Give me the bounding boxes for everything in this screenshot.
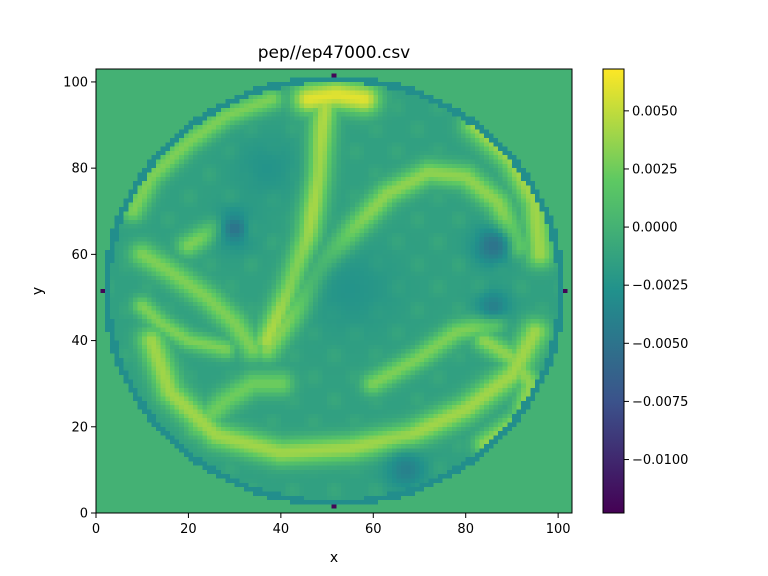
y-tick-label: 0	[80, 507, 88, 522]
colorbar	[602, 68, 625, 514]
x-axis-label: x	[330, 550, 338, 566]
colorbar-ticks: −0.0100 −0.0075 −0.0050 −0.0025 0.0000 0.0025…	[624, 104, 688, 468]
heatmap-image	[96, 69, 572, 513]
colorbar-tick-label: −0.0075	[632, 395, 688, 410]
plot-frame	[95, 68, 573, 514]
x-tick-label: 100	[546, 522, 571, 537]
y-tick-label: 80	[71, 162, 88, 177]
y-axis-label: y	[30, 287, 46, 295]
colorbar-tick-label: 0.0050	[632, 104, 678, 119]
x-tick-label: 60	[365, 522, 382, 537]
colorbar-tick-label: 0.0025	[632, 162, 678, 177]
x-tick-label: 0	[92, 522, 100, 537]
x-axis-ticks: 0 20 40 60 80 100	[92, 513, 571, 537]
y-tick-label: 60	[71, 248, 88, 263]
y-tick-label: 20	[71, 420, 88, 435]
colorbar-tick-label: −0.0100	[632, 453, 688, 468]
y-tick-label: 40	[71, 334, 88, 349]
x-tick-label: 40	[273, 522, 290, 537]
colorbar-tick-label: −0.0025	[632, 279, 688, 294]
colorbar-tick-label: −0.0050	[632, 337, 688, 352]
chart-title: pep//ep47000.csv	[258, 43, 411, 63]
colorbar-tick-label: 0.0000	[632, 221, 678, 236]
y-axis-ticks: 0 20 40 60 80 100	[63, 75, 96, 522]
x-tick-label: 20	[180, 522, 197, 537]
y-tick-label: 100	[63, 75, 88, 90]
x-tick-label: 80	[457, 522, 474, 537]
